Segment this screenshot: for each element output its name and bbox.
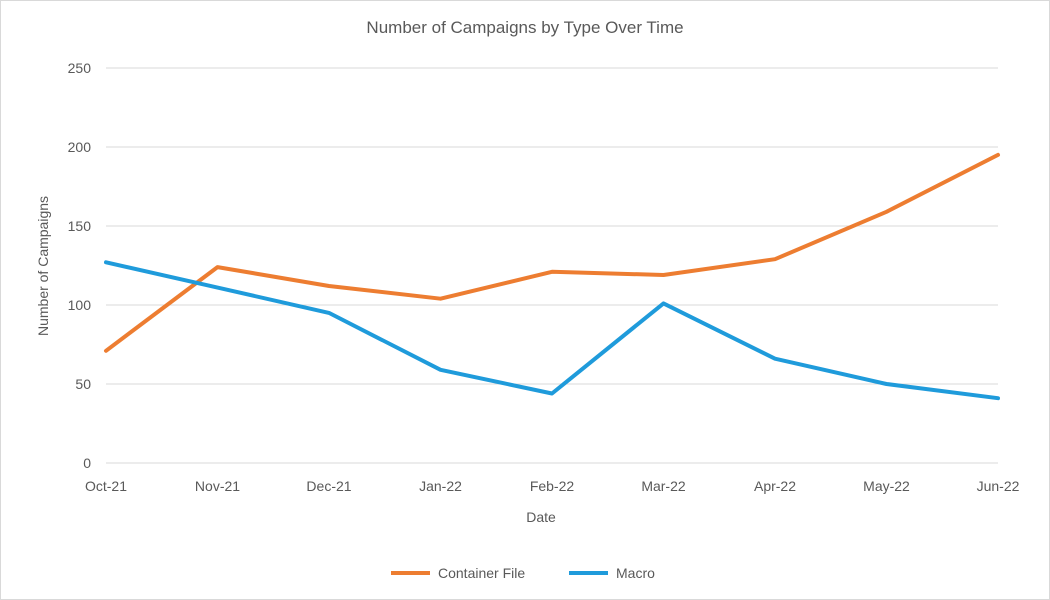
y-tick-label: 100: [68, 297, 92, 313]
x-tick-label: Nov-21: [195, 478, 240, 494]
legend-label: Container File: [438, 565, 525, 581]
legend: Container File Macro: [391, 565, 655, 581]
x-tick-label: Oct-21: [85, 478, 127, 494]
x-tick-label: Mar-22: [641, 478, 686, 494]
series-line-macro: [104, 260, 1000, 401]
x-axis-ticks: Oct-21 Nov-21 Dec-21 Jan-22 Feb-22 Mar-22 Apr-…: [85, 478, 1020, 494]
series-line-container-file: [104, 152, 1000, 353]
y-tick-label: 250: [68, 60, 92, 76]
y-tick-label: 150: [68, 218, 92, 234]
x-axis-label: Date: [526, 509, 556, 525]
y-tick-label: 0: [83, 455, 91, 471]
x-tick-label: Apr-22: [754, 478, 796, 494]
y-tick-label: 50: [75, 376, 91, 392]
x-tick-label: Jun-22: [977, 478, 1020, 494]
chart-title: Number of Campaigns by Type Over Time: [366, 18, 683, 37]
x-tick-label: Jan-22: [419, 478, 462, 494]
x-tick-label: Feb-22: [530, 478, 575, 494]
y-tick-label: 200: [68, 139, 92, 155]
gridlines: [106, 67, 998, 464]
x-tick-label: May-22: [863, 478, 910, 494]
x-tick-label: Dec-21: [306, 478, 351, 494]
y-axis-ticks: 0 50 100 150 200 250: [68, 60, 92, 471]
legend-label: Macro: [616, 565, 655, 581]
series-lines: [104, 152, 1000, 401]
y-axis-label: Number of Campaigns: [35, 196, 51, 336]
